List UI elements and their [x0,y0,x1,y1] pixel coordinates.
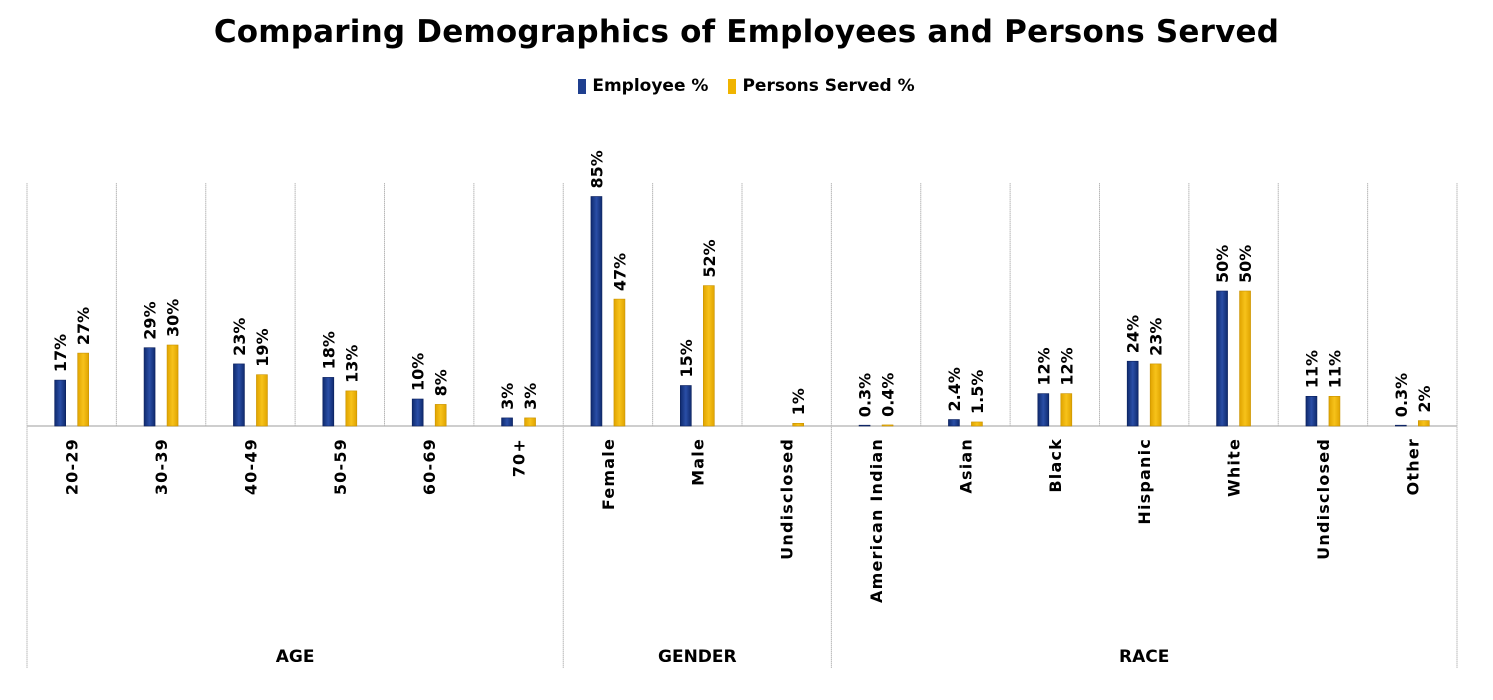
category-label: Black [1046,438,1065,493]
data-label-employee: 24% [1124,315,1143,353]
category-label: 60-69 [420,438,439,495]
data-label-persons-served: 50% [1236,245,1255,283]
bar-employee[interactable] [858,424,871,427]
data-label-persons-served: 47% [610,253,629,291]
legend-label-persons-served: Persons Served % [742,76,915,96]
bar-persons-served[interactable] [434,404,447,427]
bar-employee[interactable] [322,377,335,427]
bar-employee[interactable] [1126,360,1139,427]
data-label-persons-served: 12% [1057,347,1076,385]
data-label-persons-served: 1% [789,388,808,415]
data-label-employee: 85% [587,150,606,188]
bar-persons-served[interactable] [256,374,268,427]
bar-persons-served[interactable] [613,298,626,427]
bar-persons-served[interactable] [77,352,89,427]
bar-persons-served[interactable] [524,417,536,427]
group-label: AGE [276,647,315,667]
bar-employee[interactable] [1216,290,1228,427]
data-label-persons-served: 23% [1147,318,1166,356]
category-label: American Indian [867,438,886,603]
chart-title: Comparing Demographics of Employees and … [213,14,1280,50]
data-label-employee: 0.3% [1392,373,1411,417]
bar-employee[interactable] [948,419,960,427]
bar-persons-served[interactable] [1149,363,1162,427]
category-label: Male [688,438,707,486]
category-label: Undisclosed [778,438,797,560]
legend-label-employee: Employee % [592,76,709,96]
bar-persons-served[interactable] [345,390,358,427]
category-label: Female [599,438,618,510]
legend-item-persons-served[interactable]: Persons Served % [728,76,915,96]
category-label: 20-29 [63,438,82,495]
data-label-persons-served: 11% [1325,350,1344,388]
category-label: 70+ [510,438,529,477]
bar-persons-served[interactable] [792,422,804,427]
bar-employee[interactable] [501,417,513,427]
bar-persons-served[interactable] [166,344,179,427]
data-label-persons-served: 2% [1415,385,1434,412]
bar-employee[interactable] [1395,424,1407,427]
bar-persons-served[interactable] [703,285,715,427]
bar-employee[interactable] [411,398,424,427]
data-label-employee: 11% [1302,350,1321,388]
data-label-persons-served: 13% [342,345,361,383]
bar-persons-served[interactable] [1060,393,1073,427]
data-label-employee: 10% [409,353,428,391]
bar-persons-served[interactable] [1328,395,1341,427]
data-label-employee: 15% [677,339,696,377]
data-label-employee: 3% [498,383,517,410]
category-label: 40-49 [241,438,260,495]
bar-persons-served[interactable] [1239,290,1251,427]
bar-employee[interactable] [1305,395,1318,427]
data-label-persons-served: 1.5% [968,370,987,414]
data-label-persons-served: 19% [253,328,272,366]
data-label-persons-served: 0.4% [879,373,898,417]
data-label-persons-served: 27% [74,307,93,345]
data-label-persons-served: 3% [521,383,540,410]
category-label: Asian [956,438,975,494]
data-label-employee: 29% [141,301,160,339]
bar-persons-served[interactable] [1418,420,1430,427]
data-label-employee: 23% [230,318,249,356]
group-label: RACE [1119,647,1169,667]
bar-employee[interactable] [233,363,245,427]
data-label-employee: 2.4% [945,367,964,411]
bar-employee[interactable] [590,196,603,427]
legend: Employee % Persons Served % [0,76,1493,96]
bar-employee[interactable] [680,385,692,427]
group-label: GENDER [658,647,737,667]
category-label: 50-59 [331,438,350,495]
data-label-employee: 50% [1213,245,1232,283]
category-label: Other [1403,438,1422,495]
category-label: White [1225,438,1244,497]
category-label: Hispanic [1135,438,1154,525]
category-label: 30-39 [152,438,171,495]
bar-employee[interactable] [1037,393,1050,427]
bar-persons-served[interactable] [971,421,983,427]
data-label-persons-served: 52% [700,239,719,277]
bar-employee[interactable] [54,379,66,427]
category-label: Undisclosed [1314,438,1333,560]
data-label-persons-served: 8% [432,369,451,396]
bar-persons-served[interactable] [881,424,894,427]
legend-swatch-employee [578,78,587,94]
data-label-employee: 12% [1034,347,1053,385]
bar-employee[interactable] [143,347,156,427]
data-label-persons-served: 30% [164,299,183,337]
data-label-employee: 17% [51,334,70,372]
legend-item-employee[interactable]: Employee % [578,76,708,96]
data-label-employee: 18% [319,331,338,369]
legend-swatch-persons-served [728,78,737,94]
data-label-employee: 0.3% [856,373,875,417]
